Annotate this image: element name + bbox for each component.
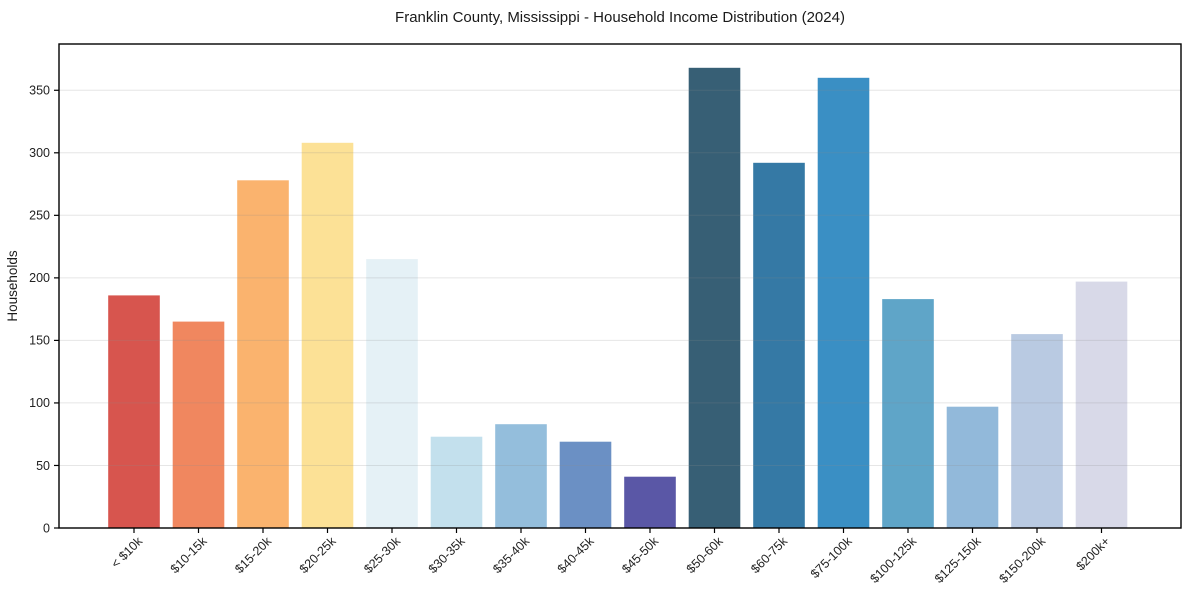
bar [172, 321, 225, 528]
x-tick-label: $125-150k [932, 534, 984, 586]
x-tick-label: $150-200k [996, 534, 1048, 586]
y-tick-label: 300 [29, 146, 50, 160]
x-tick-label: $100-125k [867, 534, 919, 586]
x-tick-label: $75-100k [808, 534, 855, 581]
plot-border [58, 43, 1182, 529]
bar [753, 162, 805, 529]
bar [301, 142, 354, 529]
y-tick-label: 100 [29, 396, 50, 410]
bar [946, 406, 999, 528]
bar [882, 299, 934, 528]
bar [108, 295, 160, 528]
y-tick-label: 0 [43, 521, 50, 535]
bar [817, 77, 870, 529]
plot-area: 0 50 100 150 200 250 300 350 < $10k $10-15k $15-20… [29, 43, 1182, 586]
x-tick-label: $45-50k [619, 534, 661, 576]
bar [430, 436, 483, 528]
x-tick-label: $20-25k [297, 534, 339, 576]
x-tick-label: $25-30k [361, 534, 403, 576]
bar [688, 67, 741, 529]
bar [366, 259, 418, 528]
y-tick-label: 150 [29, 334, 50, 348]
y-axis-label: Households [5, 250, 20, 322]
x-tick-label: $40-45k [555, 534, 597, 576]
bar [624, 476, 676, 528]
bar [237, 180, 289, 529]
x-tick-label: $60-75k [748, 534, 790, 576]
x-tick-label: $35-40k [490, 534, 532, 576]
bar [559, 441, 612, 528]
y-tick-label: 50 [36, 459, 50, 473]
x-tick-label: $50-60k [684, 534, 726, 576]
x-tick-label: $15-20k [232, 534, 274, 576]
chart-title: Franklin County, Mississippi - Household… [395, 9, 845, 26]
y-tick-label: 200 [29, 271, 50, 285]
x-tick-label: $30-35k [426, 534, 468, 576]
y-tick-label: 350 [29, 84, 50, 98]
x-tick-label: < $10k [108, 534, 145, 571]
bar [495, 424, 547, 528]
bar [1075, 281, 1128, 528]
y-tick-label: 250 [29, 209, 50, 223]
x-tick-label: $10-15k [168, 534, 210, 576]
x-tick-label: $200k+ [1073, 534, 1112, 573]
bar [1011, 334, 1063, 528]
